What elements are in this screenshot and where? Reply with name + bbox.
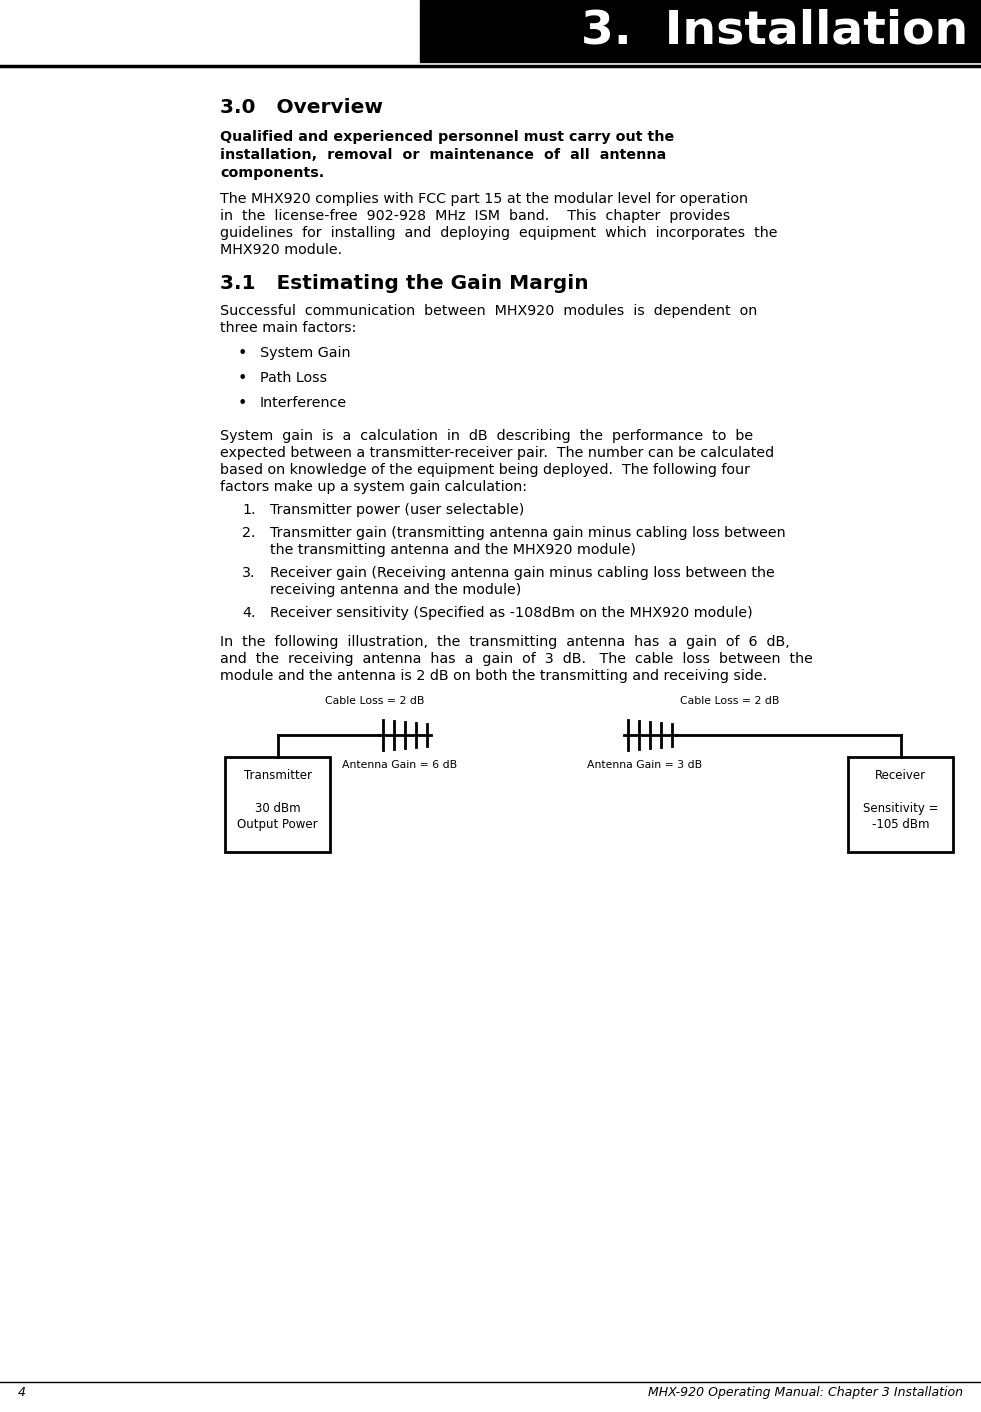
Text: Successful  communication  between  MHX920  modules  is  dependent  on: Successful communication between MHX920 …	[220, 304, 757, 318]
Text: 3.0   Overview: 3.0 Overview	[220, 97, 383, 117]
Text: Antenna Gain = 3 dB: Antenna Gain = 3 dB	[588, 760, 702, 770]
Text: System Gain: System Gain	[260, 346, 350, 360]
Text: Receiver gain (Receiving antenna gain minus cabling loss between the: Receiver gain (Receiving antenna gain mi…	[270, 566, 775, 580]
Text: In  the  following  illustration,  the  transmitting  antenna  has  a  gain  of : In the following illustration, the trans…	[220, 635, 790, 650]
Text: Output Power: Output Power	[237, 818, 318, 832]
Text: •: •	[238, 346, 247, 361]
Text: factors make up a system gain calculation:: factors make up a system gain calculatio…	[220, 480, 527, 494]
Text: Transmitter: Transmitter	[243, 770, 312, 782]
Text: 3.1   Estimating the Gain Margin: 3.1 Estimating the Gain Margin	[220, 274, 589, 294]
Text: 2.: 2.	[242, 527, 255, 539]
Text: guidelines  for  installing  and  deploying  equipment  which  incorporates  the: guidelines for installing and deploying …	[220, 226, 778, 240]
Text: Receiver sensitivity (Specified as -108dBm on the MHX920 module): Receiver sensitivity (Specified as -108d…	[270, 606, 752, 620]
Text: in  the  license-free  902-928  MHz  ISM  band.    This  chapter  provides: in the license-free 902-928 MHz ISM band…	[220, 209, 730, 223]
Text: Transmitter power (user selectable): Transmitter power (user selectable)	[270, 503, 525, 517]
Text: module and the antenna is 2 dB on both the transmitting and receiving side.: module and the antenna is 2 dB on both t…	[220, 669, 767, 683]
Text: expected between a transmitter-receiver pair.  The number can be calculated: expected between a transmitter-receiver …	[220, 446, 774, 460]
Text: Cable Loss = 2 dB: Cable Loss = 2 dB	[680, 696, 779, 706]
Text: The MHX920 complies with FCC part 15 at the modular level for operation: The MHX920 complies with FCC part 15 at …	[220, 192, 748, 206]
Text: receiving antenna and the module): receiving antenna and the module)	[270, 583, 521, 597]
Text: Transmitter gain (transmitting antenna gain minus cabling loss between: Transmitter gain (transmitting antenna g…	[270, 527, 786, 539]
Text: Antenna Gain = 6 dB: Antenna Gain = 6 dB	[342, 760, 457, 770]
Text: based on knowledge of the equipment being deployed.  The following four: based on knowledge of the equipment bein…	[220, 463, 750, 477]
Text: System  gain  is  a  calculation  in  dB  describing  the  performance  to  be: System gain is a calculation in dB descr…	[220, 429, 753, 443]
Text: Qualified and experienced personnel must carry out the: Qualified and experienced personnel must…	[220, 130, 674, 144]
Text: Sensitivity =: Sensitivity =	[862, 802, 938, 815]
Text: Cable Loss = 2 dB: Cable Loss = 2 dB	[325, 696, 425, 706]
Text: MHX920 module.: MHX920 module.	[220, 243, 342, 257]
Text: •: •	[238, 395, 247, 411]
Bar	[848, 757, 953, 851]
Bar	[225, 757, 330, 851]
Text: 4: 4	[18, 1387, 26, 1399]
Text: the transmitting antenna and the MHX920 module): the transmitting antenna and the MHX920 …	[270, 544, 636, 556]
Text: 30 dBm: 30 dBm	[255, 802, 300, 815]
Text: 3.  Installation: 3. Installation	[581, 8, 968, 54]
Text: 4.: 4.	[242, 606, 255, 620]
Text: three main factors:: three main factors:	[220, 321, 356, 335]
Text: MHX-920 Operating Manual: Chapter 3 Installation: MHX-920 Operating Manual: Chapter 3 Inst…	[648, 1387, 963, 1399]
Text: components.: components.	[220, 167, 325, 179]
Text: 3.: 3.	[242, 566, 255, 580]
Text: Receiver: Receiver	[875, 770, 926, 782]
Text: installation,  removal  or  maintenance  of  all  antenna: installation, removal or maintenance of …	[220, 148, 666, 162]
Text: 1.: 1.	[242, 503, 256, 517]
Text: •: •	[238, 371, 247, 385]
Text: Path Loss: Path Loss	[260, 371, 327, 385]
Text: and  the  receiving  antenna  has  a  gain  of  3  dB.   The  cable  loss  betwe: and the receiving antenna has a gain of …	[220, 652, 813, 666]
Bar	[420, 0, 981, 62]
Text: -105 dBm: -105 dBm	[872, 818, 929, 832]
Text: Interference: Interference	[260, 395, 347, 409]
